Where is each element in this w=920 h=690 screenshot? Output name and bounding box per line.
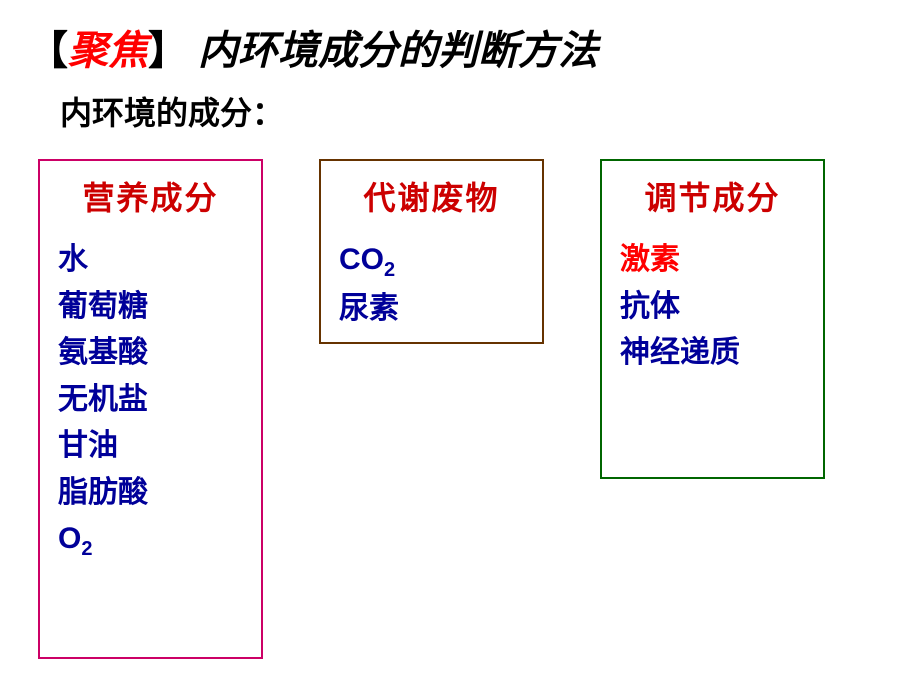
waste-items: CO2尿素 (339, 237, 524, 333)
regulation-items: 激素抗体神经递质 (620, 237, 805, 377)
list-item: 水 (58, 237, 243, 284)
regulation-box: 调节成分 激素抗体神经递质 (600, 159, 825, 479)
list-item: 氨基酸 (58, 330, 243, 377)
list-item: 甘油 (58, 423, 243, 470)
list-item: CO2 (339, 237, 524, 286)
list-item: 抗体 (620, 284, 805, 331)
waste-box-title: 代谢废物 (339, 173, 524, 219)
bracket-open: 【 (28, 18, 68, 76)
nutrition-box: 营养成分 水葡萄糖氨基酸无机盐甘油脂肪酸O2 (38, 159, 263, 659)
nutrition-box-title: 营养成分 (58, 173, 243, 219)
focus-label: 聚焦 (68, 18, 148, 76)
bracket-close: 】 (148, 18, 188, 76)
list-item: 葡萄糖 (58, 284, 243, 331)
list-item: 无机盐 (58, 377, 243, 424)
nutrition-items: 水葡萄糖氨基酸无机盐甘油脂肪酸O2 (58, 237, 243, 565)
list-item: O2 (58, 516, 243, 565)
list-item: 脂肪酸 (58, 470, 243, 517)
list-item: 尿素 (339, 286, 524, 333)
list-item: 激素 (620, 237, 805, 284)
subtitle: 内环境的成分： (60, 88, 284, 134)
title-row: 【 聚焦 】 内环境成分的判断方法 (28, 18, 598, 76)
page-title: 内环境成分的判断方法 (198, 18, 598, 76)
regulation-box-title: 调节成分 (620, 173, 805, 219)
list-item: 神经递质 (620, 330, 805, 377)
waste-box: 代谢废物 CO2尿素 (319, 159, 544, 344)
